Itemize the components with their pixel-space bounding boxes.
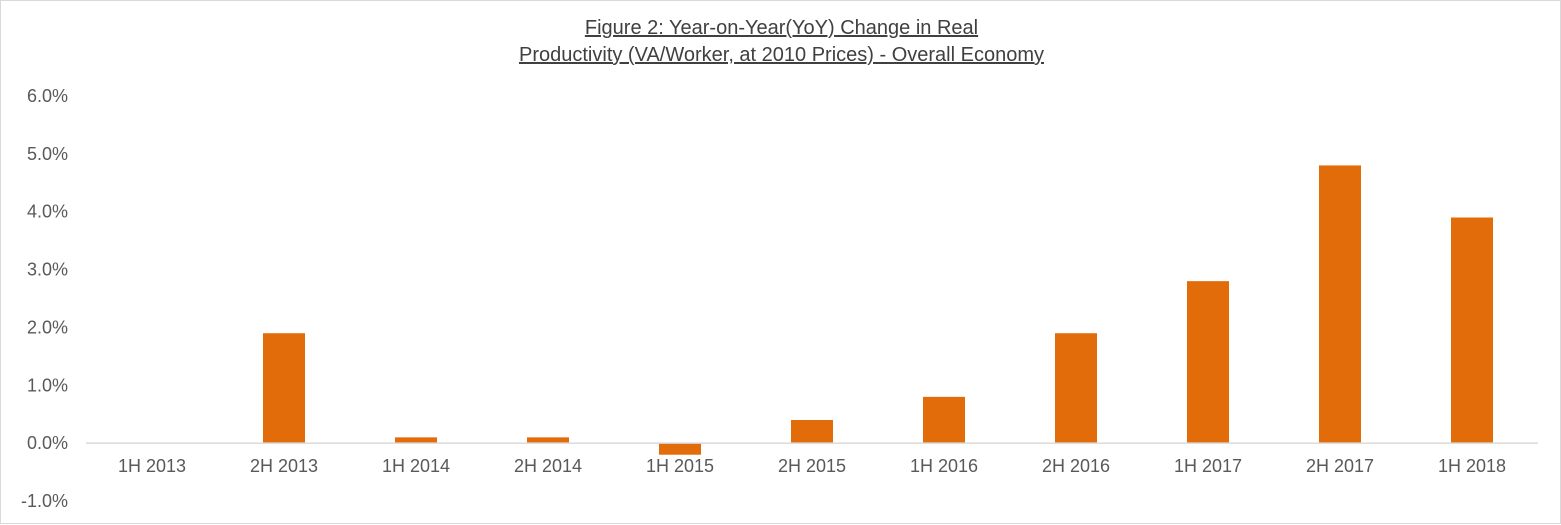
y-tick-label: 1.0% (27, 375, 68, 395)
y-tick-label: 5.0% (27, 144, 68, 164)
y-axis-ticks: 6.0% 5.0% 4.0% 3.0% 2.0% 1.0% 0.0% -1.0% (21, 86, 68, 511)
y-tick-label: 4.0% (27, 202, 68, 222)
bar (1055, 333, 1097, 444)
bars (263, 165, 1493, 455)
x-tick-label: 1H 2015 (646, 456, 714, 476)
x-tick-label: 1H 2013 (118, 456, 186, 476)
x-tick-label: 1H 2016 (910, 456, 978, 476)
y-tick-label: 3.0% (27, 260, 68, 280)
bar (1451, 217, 1493, 444)
y-tick-label: 6.0% (27, 86, 68, 106)
chart-title: Figure 2: Year-on-Year(YoY) Change in Re… (1, 15, 1561, 69)
x-tick-label: 2H 2015 (778, 456, 846, 476)
bar (395, 437, 437, 444)
y-tick-label: 0.0% (27, 433, 68, 453)
x-tick-label: 2H 2016 (1042, 456, 1110, 476)
bar (791, 420, 833, 444)
bar (263, 333, 305, 444)
bar (1319, 165, 1361, 444)
bar (1187, 281, 1229, 444)
x-tick-label: 1H 2018 (1438, 456, 1506, 476)
y-tick-label: -1.0% (21, 491, 68, 511)
x-tick-label: 1H 2017 (1174, 456, 1242, 476)
x-tick-label: 2H 2014 (514, 456, 582, 476)
chart-title-line-1: Figure 2: Year-on-Year(YoY) Change in Re… (584, 17, 979, 39)
bar (659, 443, 701, 455)
x-tick-label: 2H 2013 (250, 456, 318, 476)
y-tick-label: 2.0% (27, 317, 68, 337)
chart-title-line-2: Productivity (VA/Worker, at 2010 Prices)… (519, 44, 1044, 66)
x-tick-label: 1H 2014 (382, 456, 450, 476)
bar (923, 396, 965, 444)
x-axis-ticks: 1H 2013 2H 2013 1H 2014 2H 2014 1H 2015 2H 20… (118, 456, 1506, 476)
bar (527, 437, 569, 444)
x-tick-label: 2H 2017 (1306, 456, 1374, 476)
